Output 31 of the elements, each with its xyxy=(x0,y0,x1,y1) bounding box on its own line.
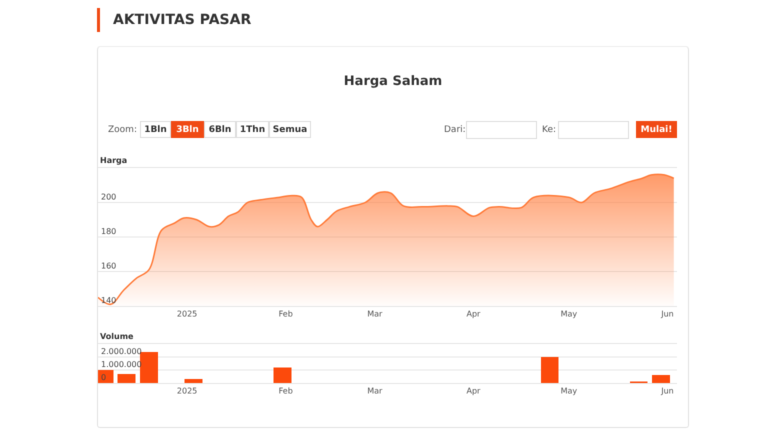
zoom-button: 6Bln xyxy=(204,121,236,138)
y-tick-label: 2.000.000 xyxy=(101,347,142,356)
zoom-button: 1Thn xyxy=(236,121,269,138)
x-tick-label: Feb xyxy=(278,310,293,319)
x-tick-label: 2025 xyxy=(176,310,198,319)
y-axis-title: Volume xyxy=(100,332,134,341)
start-button: Mulai! xyxy=(636,121,677,138)
y-tick-label: 200 xyxy=(101,192,116,202)
y-tick-label: 180 xyxy=(101,227,116,236)
text: AKTIVITAS PASAR xyxy=(97,8,252,32)
x-tick-label: Apr xyxy=(466,386,482,396)
text: Dari: xyxy=(444,124,466,137)
zoom-button: 1Bln xyxy=(140,121,171,138)
y-axis-title: Harga xyxy=(100,156,128,165)
x-tick-label: Mar xyxy=(367,386,384,396)
text: Ke: xyxy=(542,124,556,137)
x-tick-label: Feb xyxy=(278,386,293,396)
x-tick-label: 2025 xyxy=(176,386,198,396)
x-tick-label: Mar xyxy=(367,310,384,319)
x-tick-label: Jun xyxy=(660,386,674,396)
y-tick-label: 0 xyxy=(101,373,106,382)
text: Harga Saham xyxy=(342,74,444,89)
y-tick-label: 140 xyxy=(101,296,116,306)
y-tick-label: 160 xyxy=(101,262,116,271)
zoom-button: Semua xyxy=(269,121,311,138)
x-tick-label: Apr xyxy=(466,310,482,319)
text: Zoom: xyxy=(108,124,137,137)
x-tick-label: May xyxy=(560,386,578,396)
x-tick-label: May xyxy=(560,310,578,319)
x-tick-label: Jun xyxy=(660,310,674,319)
zoom-button: 3Bln xyxy=(171,121,204,138)
